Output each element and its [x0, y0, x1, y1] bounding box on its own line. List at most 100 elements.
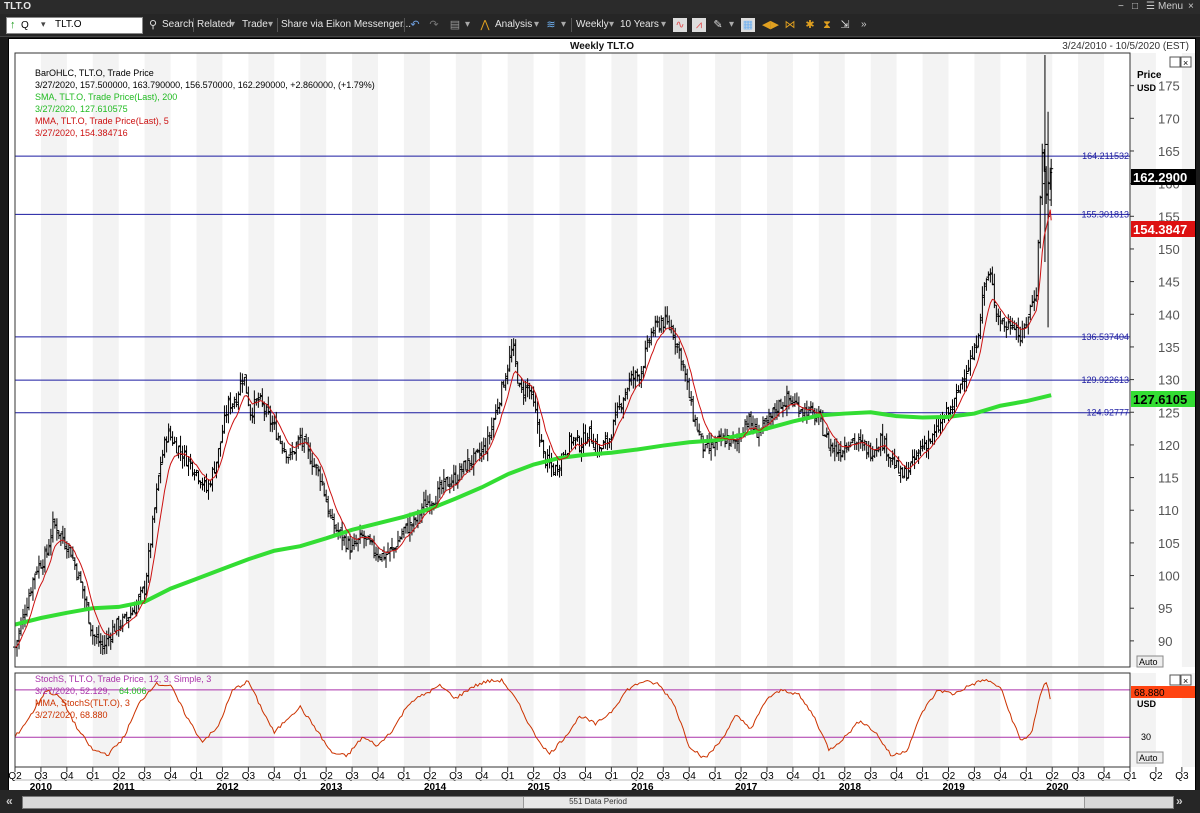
ric-input-box[interactable]: ↑ Q ▾ TLT.O — [6, 17, 143, 34]
hourglass-icon[interactable]: ⧗ — [823, 19, 831, 31]
quarter-band — [352, 673, 379, 767]
compare-chart-icon[interactable]: ⩘ — [692, 18, 706, 32]
mma-line — [14, 209, 1052, 648]
x-tick-label: Q3 — [449, 771, 463, 782]
date-range: 3/24/2010 - 10/5/2020 (EST) — [1062, 41, 1189, 52]
x-tick-label: Q4 — [60, 771, 74, 782]
stoch-unit: USD — [1137, 699, 1157, 709]
x-tick-label: Q3 — [760, 771, 774, 782]
scroll-left-icon[interactable]: « — [6, 794, 13, 808]
sma-line — [14, 393, 1052, 627]
chevron-down-icon[interactable]: ▾ — [661, 19, 667, 30]
x-tick-label: Q3 — [138, 771, 152, 782]
quarter-band — [974, 673, 1001, 767]
scroll-left-icon[interactable]: ◀▶ — [762, 19, 779, 31]
scroll-thumb[interactable] — [523, 797, 1085, 808]
maximize-panel-icon[interactable] — [1169, 674, 1181, 686]
redo-icon[interactable]: ↷ — [429, 19, 439, 31]
y-tick-label: 105 — [1158, 536, 1180, 551]
quarter-band — [196, 673, 223, 767]
chevron-down-icon[interactable]: ▾ — [268, 19, 274, 30]
quarter-band — [248, 673, 275, 767]
quarter-band — [455, 53, 482, 667]
range-select[interactable]: 10 Years — [620, 19, 659, 30]
trade-menu[interactable]: Trade — [242, 19, 268, 30]
quarter-band — [300, 673, 327, 767]
y-tick-label: 90 — [1158, 634, 1172, 649]
quarter-band — [403, 673, 430, 767]
restore-icon[interactable]: □ — [1132, 1, 1139, 12]
ric-input[interactable]: TLT.O — [55, 19, 82, 30]
chevron-down-icon[interactable]: ▾ — [230, 19, 236, 30]
mma-tag-value: 154.3847 — [1133, 222, 1187, 237]
auto-label[interactable]: Auto — [1139, 657, 1158, 667]
table-icon[interactable]: ▦ — [741, 18, 755, 32]
stoch-level-label: 30 — [1141, 732, 1151, 742]
y-tick-label: 120 — [1158, 438, 1180, 453]
quarter-band — [922, 53, 949, 667]
chevron-down-icon[interactable]: ▾ — [609, 19, 615, 30]
x-tick-label: Q4 — [1097, 771, 1111, 782]
search-button[interactable]: Search — [162, 19, 194, 30]
auto-scale-button[interactable] — [1136, 655, 1164, 668]
stoch-legend-name: StochS, TLT.O, Trade Price, 12, 3, Simpl… — [35, 674, 211, 684]
folder-icon[interactable]: ▤ — [449, 19, 461, 31]
scroll-right-icon[interactable]: » — [1176, 794, 1183, 808]
zoom-fit-icon[interactable]: ⋈ — [784, 19, 796, 31]
quarter-band — [870, 53, 897, 667]
y-tick-label: 140 — [1158, 307, 1180, 322]
x-tick-label: Q1 — [86, 771, 100, 782]
quarter-band — [922, 673, 949, 767]
menu-label[interactable]: Menu — [1158, 1, 1184, 12]
minimize-icon[interactable]: − — [1118, 1, 1124, 12]
x-tick-label: Q4 — [371, 771, 385, 782]
export-icon[interactable]: ⇲ — [840, 19, 850, 31]
close-icon[interactable]: × — [1183, 58, 1188, 68]
x-year-label: 2019 — [943, 782, 966, 791]
stoch-auto-button[interactable] — [1136, 751, 1164, 764]
quarter-band — [715, 53, 742, 667]
share-button[interactable]: Share via Eikon Messenger... — [281, 19, 412, 30]
quarter-band — [196, 53, 223, 667]
close-icon[interactable]: × — [1183, 676, 1188, 686]
x-tick-label: Q1 — [605, 771, 619, 782]
menu-icon[interactable]: ☰ — [1146, 1, 1155, 12]
data-period-label: 551 Data Period — [569, 797, 627, 806]
x-tick-label: Q2 — [527, 771, 541, 782]
quote-type[interactable]: Q — [21, 20, 29, 31]
search-icon[interactable]: ⚲ — [148, 19, 158, 31]
last-price-tag — [1131, 169, 1195, 185]
analysis-menu[interactable]: Analysis — [495, 19, 533, 30]
quarter-band — [507, 673, 534, 767]
stoch-auto-label[interactable]: Auto — [1139, 753, 1158, 763]
zoom-icon[interactable]: ✱ — [805, 19, 815, 31]
close-panel-icon[interactable] — [1180, 56, 1192, 68]
more-icon[interactable]: » — [861, 19, 867, 30]
analysis-icon[interactable]: ⋀ — [480, 19, 490, 31]
mma-tag — [1131, 221, 1195, 237]
x-tick-label: Q3 — [242, 771, 256, 782]
chevron-down-icon[interactable]: ▾ — [41, 19, 46, 29]
chevron-down-icon[interactable]: ▾ — [465, 19, 471, 30]
line-chart-icon[interactable]: ∿ — [673, 18, 687, 32]
scrollbar[interactable]: 551 Data Period — [22, 796, 1174, 809]
undo-icon[interactable]: ↶ — [410, 19, 420, 31]
close-panel-icon[interactable] — [1180, 674, 1192, 686]
related-menu[interactable]: Related — [197, 19, 232, 30]
interval-select[interactable]: Weekly — [576, 19, 609, 30]
chevron-down-icon[interactable]: ▾ — [534, 19, 540, 30]
y-tick-label: 150 — [1158, 242, 1180, 257]
chevron-down-icon[interactable]: ▾ — [561, 19, 567, 30]
close-icon[interactable]: × — [1188, 1, 1194, 12]
x-tick-label: Q3 — [34, 771, 48, 782]
stoch-legend-values: 3/27/2020, 52.129, — [35, 686, 110, 696]
chevron-down-icon[interactable]: ▾ — [729, 19, 735, 30]
wave-icon[interactable]: ≋ — [546, 19, 556, 31]
y-tick-label: 125 — [1158, 405, 1180, 420]
chart-canvas[interactable]: 90 95 100 105 110 115 120 125 130 135 140 145 150 155… — [9, 39, 1195, 791]
legend-sma-name: SMA, TLT.O, Trade Price(Last), 200 — [35, 92, 177, 102]
x-tick-label: Q1 — [1020, 771, 1034, 782]
legend-ohlc-values: 3/27/2020, 157.500000, 163.790000, 156.5… — [35, 80, 375, 90]
maximize-panel-icon[interactable] — [1169, 56, 1181, 68]
draw-icon[interactable]: ✎ — [713, 19, 723, 31]
